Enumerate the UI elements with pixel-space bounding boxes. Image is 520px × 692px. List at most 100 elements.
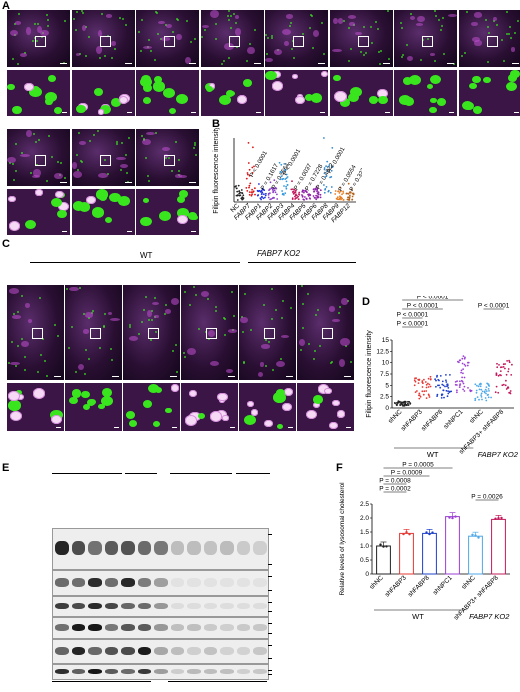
lamp1-puncta — [34, 141, 37, 144]
filipin-signal — [152, 301, 160, 306]
data-point — [463, 363, 466, 366]
y-tick-label: 1.0 — [360, 543, 369, 550]
puncta — [153, 421, 161, 427]
p-value-label: P = 0.0026 — [471, 494, 503, 501]
filipin-signal — [33, 169, 41, 177]
data-point — [284, 169, 286, 171]
blot-strip — [52, 528, 269, 570]
lamp1-puncta — [364, 51, 367, 54]
data-point — [486, 394, 489, 396]
data-point — [481, 398, 483, 401]
filipin-signal — [98, 172, 109, 179]
data-point — [238, 190, 241, 192]
data-point — [449, 374, 451, 376]
lamp1-puncta — [154, 297, 156, 299]
puncta — [152, 81, 166, 92]
data-point — [292, 188, 294, 191]
data-point — [351, 198, 353, 201]
lamp1-puncta — [38, 139, 40, 142]
puncta — [159, 210, 172, 221]
lamp1-puncta — [23, 355, 26, 358]
protein-band — [71, 646, 85, 655]
y-tick-label: 0.5 — [360, 557, 369, 564]
filipin-signal — [110, 41, 117, 47]
lamp1-puncta — [279, 357, 282, 360]
data-point — [304, 196, 306, 198]
lamp1-puncta — [71, 325, 74, 328]
lamp1-puncta — [17, 63, 20, 66]
lamp1-puncta — [113, 47, 116, 50]
protein-band — [55, 669, 69, 675]
data-point — [484, 397, 487, 399]
lamp1-puncta — [150, 339, 153, 342]
filipin-signal — [510, 47, 516, 52]
data-point — [425, 386, 428, 389]
data-point — [330, 186, 333, 188]
data-point — [305, 197, 308, 200]
scale-bar — [53, 375, 61, 377]
data-point — [463, 376, 466, 379]
filipin-signal — [179, 174, 188, 178]
data-point — [508, 359, 510, 362]
filipin-signal — [471, 36, 480, 43]
filipin-signal — [260, 344, 271, 349]
lamp1-puncta — [44, 360, 47, 363]
lamp1-puncta — [215, 38, 218, 41]
lamp1-puncta — [89, 140, 92, 143]
data-point — [314, 187, 317, 190]
puncta — [210, 411, 223, 422]
lamp1-puncta — [64, 20, 67, 23]
lamp1-puncta — [514, 31, 516, 34]
lamp1-puncta — [84, 373, 87, 376]
data-point — [502, 383, 505, 386]
ko-group-label: FABP7 KO2 — [469, 612, 510, 621]
zoom-tile — [239, 383, 296, 431]
puncta — [55, 190, 64, 198]
data-point — [325, 175, 328, 177]
protein-band — [236, 669, 250, 675]
lamp1-puncta — [442, 17, 444, 20]
lamp1-puncta — [207, 338, 210, 341]
lamp1-puncta — [427, 37, 430, 40]
filipin-signal — [28, 318, 32, 323]
puncta — [320, 70, 328, 77]
filipin-signal — [355, 31, 362, 36]
filipin-signal — [77, 363, 85, 371]
protein-band — [154, 624, 168, 631]
filipin-signal — [274, 49, 282, 55]
puncta — [242, 79, 252, 88]
puncta — [153, 76, 162, 83]
mw-tick — [267, 645, 272, 646]
protein-band — [137, 669, 151, 675]
puncta — [206, 86, 213, 92]
y-tick-label: 10 — [382, 360, 390, 367]
puncta — [429, 74, 442, 85]
lamp1-puncta — [32, 132, 35, 135]
filipin-signal — [75, 53, 81, 57]
puncta — [54, 106, 63, 114]
protein-band — [170, 541, 184, 555]
filipin-signal — [7, 157, 16, 164]
mw-tick — [267, 564, 272, 565]
data-point — [495, 385, 498, 388]
data-point — [319, 196, 322, 199]
data-point — [339, 197, 341, 200]
ko-group-label: FABP7 KO2 — [478, 450, 519, 459]
puncta — [331, 399, 340, 407]
x-tick-label: shNPC1 — [443, 408, 465, 430]
data-point — [448, 516, 451, 519]
protein-band — [137, 602, 151, 610]
lamp1-puncta — [75, 154, 78, 157]
scale-bar — [191, 230, 196, 232]
data-point — [428, 396, 431, 398]
protein-band — [203, 602, 217, 610]
data-point — [379, 543, 382, 546]
micrograph-tile — [458, 10, 520, 67]
data-point — [316, 187, 319, 190]
scale-bar — [255, 111, 261, 113]
puncta — [377, 88, 388, 98]
puncta — [176, 93, 189, 105]
lamp1-puncta — [193, 285, 196, 288]
data-point — [463, 357, 466, 360]
lamp1-puncta — [24, 52, 27, 55]
